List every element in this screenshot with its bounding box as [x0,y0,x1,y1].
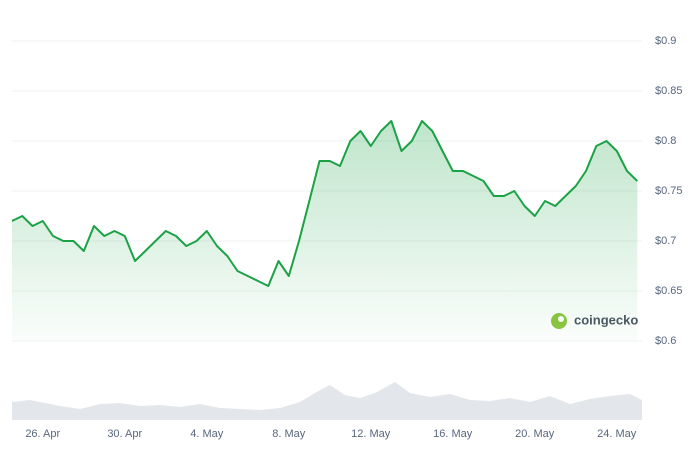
x-tick-label: 4. May [190,428,224,440]
y-tick-label: $0.7 [655,235,676,247]
x-tick-label: 16. May [433,428,473,440]
price-line [11,120,638,287]
price-area [12,121,638,341]
y-tick-label: $0.75 [655,185,683,197]
y-tick-label: $0.6 [655,335,676,347]
x-tick-label: 26. Apr [25,428,60,440]
y-tick-label: $0.65 [655,285,683,297]
x-tick-label: 12. May [351,428,391,440]
y-tick-label: $0.9 [655,35,676,47]
x-tick-label: 8. May [272,428,306,440]
y-tick-label: $0.85 [655,85,683,97]
x-tick-label: 20. May [515,428,555,440]
x-tick-label: 30. Apr [107,428,142,440]
y-tick-label: $0.8 [655,135,676,147]
volume-area [12,382,642,420]
x-tick-label: 24. May [597,428,637,440]
